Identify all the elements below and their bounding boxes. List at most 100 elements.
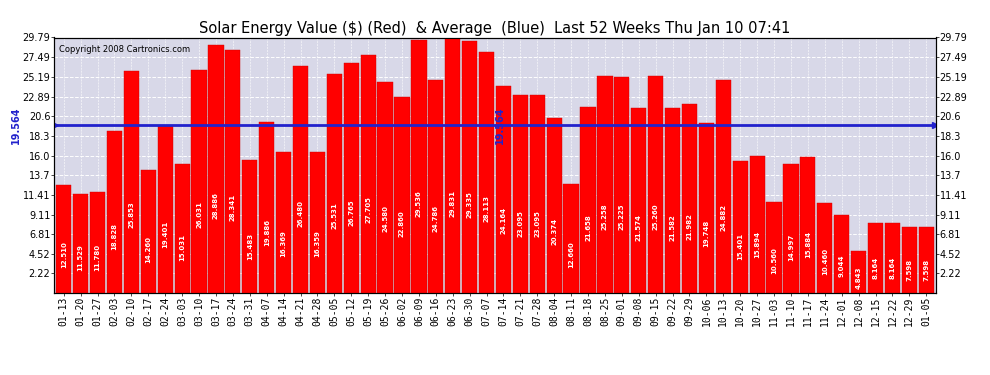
Text: 26.765: 26.765 — [348, 199, 354, 226]
Text: 23.095: 23.095 — [535, 210, 541, 237]
Text: 12.510: 12.510 — [60, 242, 66, 268]
Text: 7.598: 7.598 — [906, 259, 913, 281]
Text: 15.884: 15.884 — [805, 231, 811, 258]
Text: 26.031: 26.031 — [196, 201, 202, 228]
Bar — [124, 71, 139, 292]
Text: 10.460: 10.460 — [822, 248, 828, 275]
Bar — [682, 104, 697, 292]
Bar — [835, 215, 849, 292]
Text: 10.560: 10.560 — [771, 248, 777, 274]
Bar — [208, 45, 224, 292]
Bar — [56, 185, 71, 292]
Text: 20.374: 20.374 — [551, 218, 557, 245]
Bar — [902, 228, 917, 292]
Text: 24.882: 24.882 — [721, 204, 727, 231]
Text: 25.260: 25.260 — [652, 204, 658, 230]
Text: 21.574: 21.574 — [636, 214, 642, 242]
Bar — [851, 251, 866, 292]
Text: 19.564: 19.564 — [495, 106, 505, 144]
Bar — [191, 70, 207, 292]
Bar — [749, 156, 764, 292]
Text: 15.031: 15.031 — [179, 234, 185, 261]
Bar — [919, 228, 934, 292]
Bar — [243, 160, 257, 292]
Text: Copyright 2008 Cartronics.com: Copyright 2008 Cartronics.com — [58, 45, 190, 54]
Bar — [174, 164, 190, 292]
Bar — [327, 74, 342, 292]
Bar — [563, 184, 579, 292]
Text: 26.480: 26.480 — [298, 200, 304, 226]
Bar — [665, 108, 680, 292]
Text: 21.582: 21.582 — [669, 214, 675, 241]
Bar — [530, 95, 544, 292]
Text: 14.997: 14.997 — [788, 234, 794, 261]
Text: 11.529: 11.529 — [77, 244, 84, 272]
Bar — [513, 95, 528, 292]
Text: 27.705: 27.705 — [365, 196, 371, 223]
Text: 29.536: 29.536 — [416, 190, 422, 217]
Text: 21.982: 21.982 — [686, 213, 692, 240]
Text: 18.828: 18.828 — [112, 223, 118, 250]
Text: 8.164: 8.164 — [872, 257, 878, 279]
Bar — [276, 152, 291, 292]
Bar — [107, 131, 122, 292]
Text: 12.660: 12.660 — [568, 241, 574, 268]
Bar — [800, 156, 816, 292]
Text: 16.359: 16.359 — [315, 230, 321, 257]
Bar — [614, 76, 630, 292]
Title: Solar Energy Value ($) (Red)  & Average  (Blue)  Last 52 Weeks Thu Jan 10 07:41: Solar Energy Value ($) (Red) & Average (… — [199, 21, 791, 36]
Text: 29.831: 29.831 — [449, 190, 455, 217]
Text: 24.164: 24.164 — [501, 207, 507, 234]
Bar — [446, 37, 460, 292]
Text: 19.886: 19.886 — [263, 219, 269, 246]
Text: 4.843: 4.843 — [855, 267, 861, 289]
Text: 24.786: 24.786 — [433, 205, 439, 232]
Bar — [394, 97, 410, 292]
Text: 29.335: 29.335 — [466, 191, 472, 218]
Bar — [885, 223, 900, 292]
Text: 9.044: 9.044 — [839, 254, 844, 277]
Bar — [783, 164, 799, 292]
Text: 23.095: 23.095 — [518, 210, 524, 237]
Bar — [73, 194, 88, 292]
Text: 24.580: 24.580 — [382, 206, 388, 232]
Text: 7.598: 7.598 — [924, 259, 930, 281]
Bar — [733, 160, 747, 292]
Bar — [868, 223, 883, 292]
Text: 16.369: 16.369 — [280, 230, 286, 257]
Text: 15.894: 15.894 — [754, 231, 760, 258]
Text: 25.853: 25.853 — [129, 202, 135, 228]
Text: 25.531: 25.531 — [332, 202, 338, 229]
Text: 19.564: 19.564 — [12, 106, 22, 144]
Bar — [360, 56, 376, 292]
Bar — [377, 82, 393, 292]
Bar — [429, 80, 444, 292]
Bar — [90, 192, 105, 292]
Text: 15.401: 15.401 — [738, 233, 743, 260]
Text: 11.780: 11.780 — [95, 244, 101, 271]
Bar — [817, 203, 833, 292]
Bar — [766, 202, 782, 292]
Text: 25.225: 25.225 — [619, 204, 625, 230]
Bar — [141, 170, 155, 292]
Text: 28.886: 28.886 — [213, 192, 219, 219]
Bar — [546, 118, 561, 292]
Text: 8.164: 8.164 — [889, 257, 895, 279]
Text: 28.341: 28.341 — [230, 194, 236, 221]
Bar — [716, 80, 731, 292]
Bar — [648, 76, 663, 292]
Bar — [632, 108, 646, 292]
Bar — [699, 123, 714, 292]
Text: 25.258: 25.258 — [602, 204, 608, 230]
Bar — [293, 66, 308, 292]
Bar — [580, 107, 596, 292]
Bar — [462, 41, 477, 292]
Bar — [411, 40, 427, 292]
Bar — [157, 126, 173, 292]
Bar — [496, 86, 511, 292]
Text: 19.401: 19.401 — [162, 221, 168, 248]
Text: 19.748: 19.748 — [704, 220, 710, 247]
Bar — [259, 122, 274, 292]
Text: 14.260: 14.260 — [146, 236, 151, 263]
Bar — [344, 63, 358, 292]
